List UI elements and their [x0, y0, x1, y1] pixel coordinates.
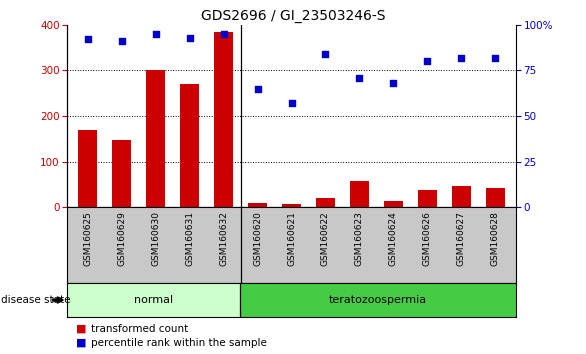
- Text: GSM160624: GSM160624: [389, 211, 398, 266]
- Point: [423, 58, 432, 64]
- Point: [321, 51, 330, 57]
- Text: GSM160632: GSM160632: [219, 211, 228, 266]
- Bar: [214, 32, 233, 207]
- Bar: [316, 198, 335, 207]
- Bar: [240, 283, 516, 317]
- Bar: [113, 139, 131, 207]
- Bar: [452, 186, 471, 207]
- Point: [253, 86, 263, 91]
- Bar: [282, 204, 301, 207]
- Point: [287, 100, 296, 106]
- Point: [219, 31, 229, 37]
- Text: GSM160620: GSM160620: [253, 211, 262, 266]
- Bar: [79, 130, 97, 207]
- Bar: [384, 201, 403, 207]
- Text: GSM160627: GSM160627: [457, 211, 466, 266]
- Bar: [248, 204, 267, 207]
- Text: GDS2696 / GI_23503246-S: GDS2696 / GI_23503246-S: [201, 9, 385, 23]
- Bar: [67, 283, 240, 317]
- Point: [389, 80, 398, 86]
- Point: [456, 55, 466, 61]
- Bar: [486, 188, 505, 207]
- Text: ■: ■: [76, 324, 87, 333]
- Point: [185, 35, 195, 40]
- Bar: [146, 70, 165, 207]
- Text: GSM160621: GSM160621: [287, 211, 296, 266]
- Bar: [180, 84, 199, 207]
- Text: GSM160622: GSM160622: [321, 211, 330, 266]
- Text: GSM160630: GSM160630: [151, 211, 160, 266]
- Text: GSM160629: GSM160629: [117, 211, 126, 266]
- Text: GSM160628: GSM160628: [491, 211, 500, 266]
- Bar: [418, 190, 437, 207]
- Point: [83, 36, 93, 42]
- Text: teratozoospermia: teratozoospermia: [329, 295, 427, 305]
- Point: [151, 31, 161, 37]
- Text: GSM160623: GSM160623: [355, 211, 364, 266]
- FancyArrow shape: [53, 297, 63, 303]
- Text: ■: ■: [76, 338, 87, 348]
- Point: [355, 75, 364, 80]
- Text: percentile rank within the sample: percentile rank within the sample: [91, 338, 267, 348]
- Text: GSM160626: GSM160626: [423, 211, 432, 266]
- Bar: [350, 181, 369, 207]
- Point: [490, 55, 500, 61]
- Text: normal: normal: [134, 295, 173, 305]
- Text: disease state: disease state: [1, 295, 71, 305]
- Text: transformed count: transformed count: [91, 324, 188, 333]
- Text: GSM160631: GSM160631: [185, 211, 194, 266]
- Text: GSM160625: GSM160625: [83, 211, 92, 266]
- Point: [117, 38, 127, 44]
